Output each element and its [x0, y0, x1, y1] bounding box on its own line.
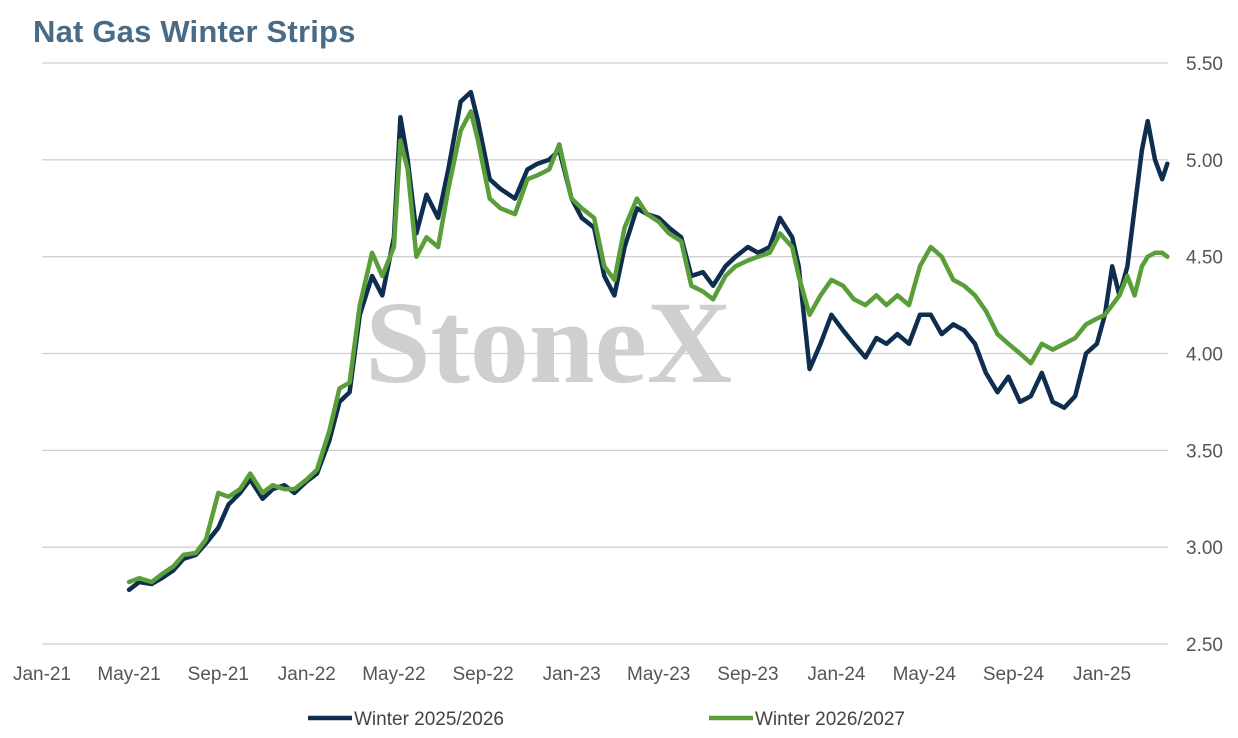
x-tick-label: Sep-24 [983, 664, 1045, 685]
y-tick-label: 4.00 [1186, 345, 1223, 366]
x-tick-label: May-23 [627, 664, 690, 685]
x-tick-label: Sep-23 [717, 664, 778, 685]
watermark-text: StoneX [365, 277, 732, 408]
x-tick-label: Jan-21 [13, 664, 71, 685]
x-tick-label: May-22 [362, 664, 425, 685]
chart-title: Nat Gas Winter Strips [33, 14, 356, 49]
legend-label: Winter 2026/2027 [755, 709, 905, 730]
y-tick-label: 3.50 [1186, 441, 1223, 462]
y-axis: 5.50 5.00 4.50 4.00 3.50 3.00 2.50 [1186, 54, 1223, 656]
x-tick-label: Sep-22 [452, 664, 513, 685]
x-tick-label: May-24 [893, 664, 957, 685]
x-tick-label: May-21 [97, 664, 160, 685]
x-tick-label: Jan-24 [807, 664, 866, 685]
y-tick-label: 5.50 [1186, 54, 1223, 75]
x-axis: Jan-21 May-21 Sep-21 Jan-22 May-22 Sep-22 Jan-… [13, 664, 1131, 685]
x-tick-label: Jan-22 [278, 664, 336, 685]
x-tick-label: Jan-25 [1073, 664, 1131, 685]
series-line-2 [126, 109, 1170, 585]
legend: Winter 2025/2026 Winter 2026/2027 [308, 709, 905, 730]
legend-label: Winter 2025/2026 [354, 709, 504, 730]
y-tick-label: 5.00 [1186, 151, 1223, 172]
x-tick-label: Jan-23 [543, 664, 601, 685]
x-tick-label: Sep-21 [188, 664, 249, 685]
gridlines [42, 62, 1168, 645]
y-tick-label: 4.50 [1186, 248, 1223, 269]
series-lines [126, 89, 1170, 593]
y-tick-label: 2.50 [1186, 635, 1223, 656]
y-tick-label: 3.00 [1186, 538, 1223, 559]
